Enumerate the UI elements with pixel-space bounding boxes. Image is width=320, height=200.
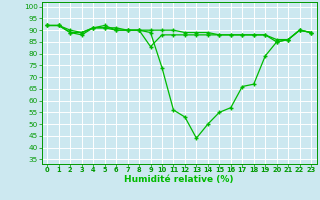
X-axis label: Humidité relative (%): Humidité relative (%) [124, 175, 234, 184]
